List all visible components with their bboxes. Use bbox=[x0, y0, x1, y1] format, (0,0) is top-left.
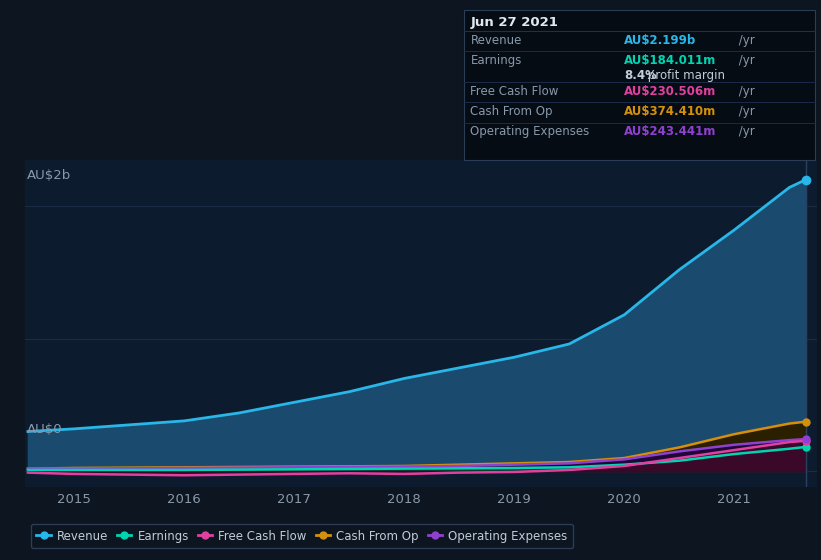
Text: AU$243.441m: AU$243.441m bbox=[624, 125, 717, 138]
Text: AU$374.410m: AU$374.410m bbox=[624, 105, 716, 118]
Text: AU$184.011m: AU$184.011m bbox=[624, 54, 716, 67]
Text: Free Cash Flow: Free Cash Flow bbox=[470, 85, 559, 98]
Text: Revenue: Revenue bbox=[470, 34, 522, 46]
Text: /yr: /yr bbox=[735, 85, 754, 98]
Text: Jun 27 2021: Jun 27 2021 bbox=[470, 16, 558, 29]
Text: profit margin: profit margin bbox=[644, 69, 726, 82]
Text: Operating Expenses: Operating Expenses bbox=[470, 125, 589, 138]
Text: /yr: /yr bbox=[735, 105, 754, 118]
Text: Earnings: Earnings bbox=[470, 54, 522, 67]
Text: 8.4%: 8.4% bbox=[624, 69, 657, 82]
Text: AU$0: AU$0 bbox=[27, 423, 62, 436]
Text: /yr: /yr bbox=[735, 54, 754, 67]
Text: AU$2.199b: AU$2.199b bbox=[624, 34, 696, 46]
Legend: Revenue, Earnings, Free Cash Flow, Cash From Op, Operating Expenses: Revenue, Earnings, Free Cash Flow, Cash … bbox=[30, 524, 573, 548]
Text: AU$230.506m: AU$230.506m bbox=[624, 85, 716, 98]
Text: /yr: /yr bbox=[735, 34, 754, 46]
Text: Cash From Op: Cash From Op bbox=[470, 105, 553, 118]
Text: AU$2b: AU$2b bbox=[27, 170, 71, 183]
Text: /yr: /yr bbox=[735, 125, 754, 138]
